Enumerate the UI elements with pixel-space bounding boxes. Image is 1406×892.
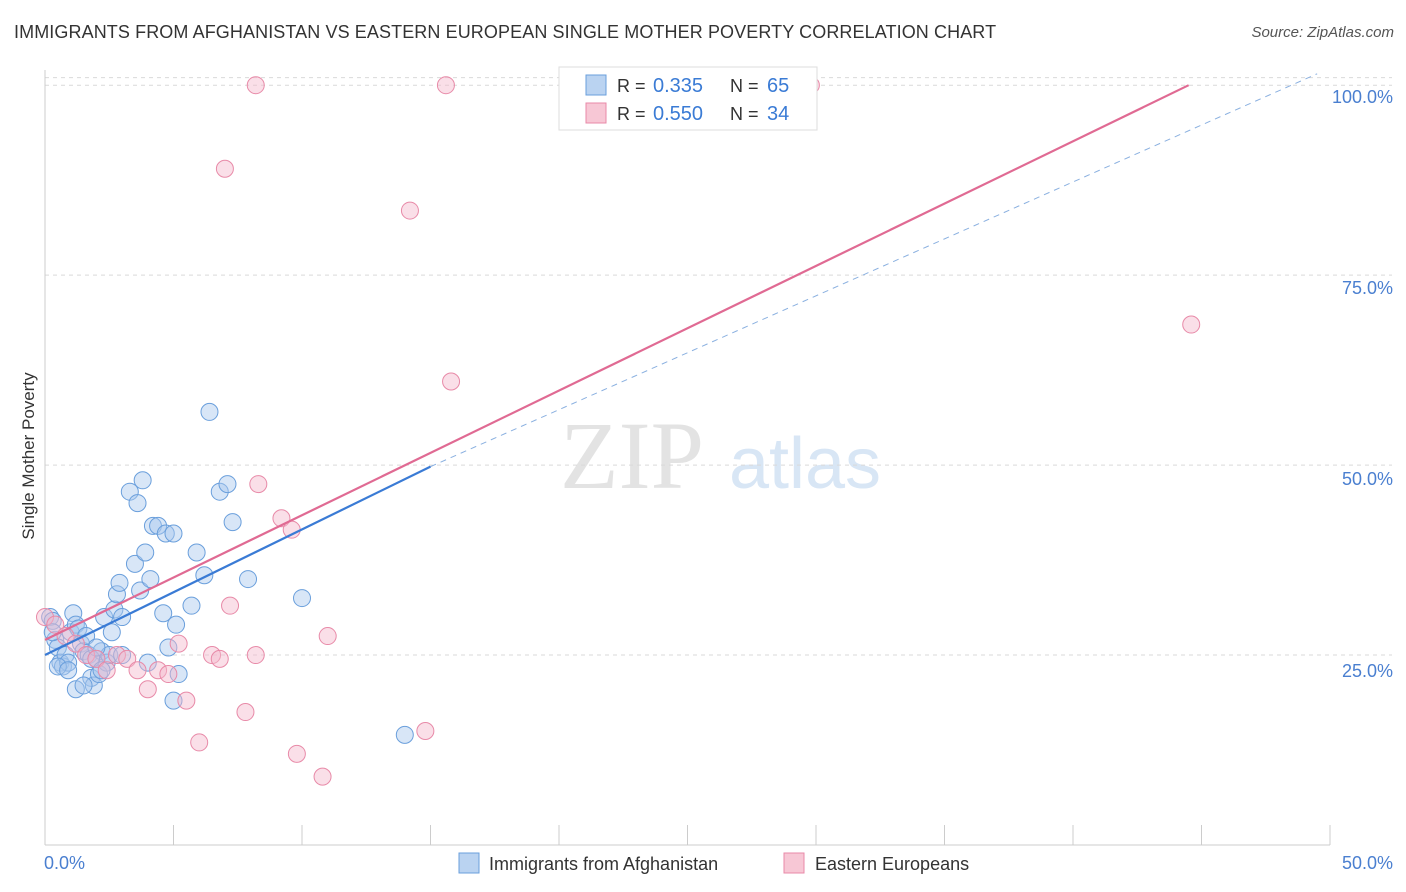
series-legend: Immigrants from Afghanistan Eastern Euro… xyxy=(458,852,969,874)
legend-r-value: 0.550 xyxy=(653,103,703,125)
data-point xyxy=(200,402,219,421)
legend-swatch-pink xyxy=(585,102,607,124)
data-point xyxy=(215,159,234,178)
data-point xyxy=(159,638,178,657)
data-point xyxy=(46,615,65,634)
data-point xyxy=(249,475,268,494)
data-point xyxy=(97,661,116,680)
y-tick-label: 25.0% xyxy=(1342,661,1393,681)
data-point xyxy=(149,516,168,535)
legend-series-label: Eastern Europeans xyxy=(815,854,969,874)
legend-swatch-blue xyxy=(458,852,480,874)
source-label: Source: ZipAtlas.com xyxy=(1251,24,1394,41)
legend-n-label: N = xyxy=(730,104,759,124)
data-point xyxy=(313,767,332,786)
data-point xyxy=(59,653,78,672)
data-point xyxy=(416,722,435,741)
legend-series-label: Immigrants from Afghanistan xyxy=(489,854,718,874)
axes xyxy=(44,70,1331,846)
trend-lines xyxy=(44,73,1318,657)
y-tick-label: 50.0% xyxy=(1342,469,1393,489)
data-point xyxy=(138,653,157,672)
data-point xyxy=(239,570,258,589)
data-point xyxy=(149,661,168,680)
trend-line-blue xyxy=(44,465,431,657)
data-point xyxy=(107,585,126,604)
data-point xyxy=(210,482,229,501)
data-point xyxy=(77,646,96,665)
y-axis-title: Single Mother Poverty xyxy=(19,372,38,540)
series-afghanistan-points xyxy=(41,402,414,744)
data-point xyxy=(118,649,137,668)
series-eastern-european-points xyxy=(36,76,1201,786)
data-point xyxy=(395,725,414,744)
data-point xyxy=(236,703,255,722)
gridlines xyxy=(45,77,1392,656)
legend-r-label: R = xyxy=(617,76,646,96)
stats-legend: R = 0.335 N = 65 R = 0.550 N = 34 xyxy=(558,66,818,131)
data-point xyxy=(154,604,173,623)
data-point xyxy=(84,676,103,695)
data-point xyxy=(74,676,93,695)
data-point xyxy=(128,661,147,680)
data-point xyxy=(59,661,78,680)
data-point xyxy=(1182,315,1201,334)
legend-n-label: N = xyxy=(730,76,759,96)
chart-title: IMMIGRANTS FROM AFGHANISTAN VS EASTERN E… xyxy=(14,22,997,42)
trend-line-pink xyxy=(44,84,1190,641)
data-point xyxy=(187,543,206,562)
data-point xyxy=(210,649,229,668)
data-point xyxy=(442,372,461,391)
data-point xyxy=(218,475,237,494)
data-point xyxy=(102,623,121,642)
y-tick-label: 100.0% xyxy=(1332,87,1393,107)
data-point xyxy=(110,573,129,592)
data-point xyxy=(221,596,240,615)
data-point xyxy=(318,627,337,646)
data-point xyxy=(182,596,201,615)
data-point xyxy=(177,691,196,710)
data-point xyxy=(125,554,144,573)
legend-r-label: R = xyxy=(617,104,646,124)
data-point xyxy=(436,76,455,95)
legend-swatch-pink xyxy=(783,852,805,874)
data-point xyxy=(246,646,265,665)
data-point xyxy=(169,634,188,653)
data-point xyxy=(36,608,54,627)
data-point xyxy=(128,494,147,513)
data-point xyxy=(156,524,175,543)
data-point xyxy=(246,76,265,95)
data-point xyxy=(190,733,209,752)
data-point xyxy=(107,646,126,665)
data-point xyxy=(138,680,157,699)
legend-r-value: 0.335 xyxy=(653,75,703,97)
x-tick-label: 50.0% xyxy=(1342,853,1393,873)
legend-n-value: 65 xyxy=(767,75,789,97)
x-tick-label: 0.0% xyxy=(44,853,85,873)
watermark-zip: ZIP xyxy=(560,402,704,509)
data-point xyxy=(167,615,186,634)
data-point xyxy=(164,691,183,710)
data-point xyxy=(169,665,188,684)
data-point xyxy=(293,589,311,608)
y-tick-label: 75.0% xyxy=(1342,278,1393,298)
legend-n-value: 34 xyxy=(767,103,789,125)
data-point xyxy=(400,201,419,220)
data-point xyxy=(87,649,106,668)
data-point xyxy=(164,524,183,543)
data-point xyxy=(287,744,306,763)
data-point xyxy=(48,657,67,676)
trend-line-blue-extension xyxy=(430,73,1318,468)
data-point xyxy=(159,665,178,684)
data-point xyxy=(223,513,242,532)
data-point xyxy=(92,661,111,680)
legend-swatch-blue xyxy=(585,74,607,96)
data-point xyxy=(133,471,152,490)
watermark-atlas: atlas xyxy=(729,424,881,504)
data-point xyxy=(136,543,155,562)
